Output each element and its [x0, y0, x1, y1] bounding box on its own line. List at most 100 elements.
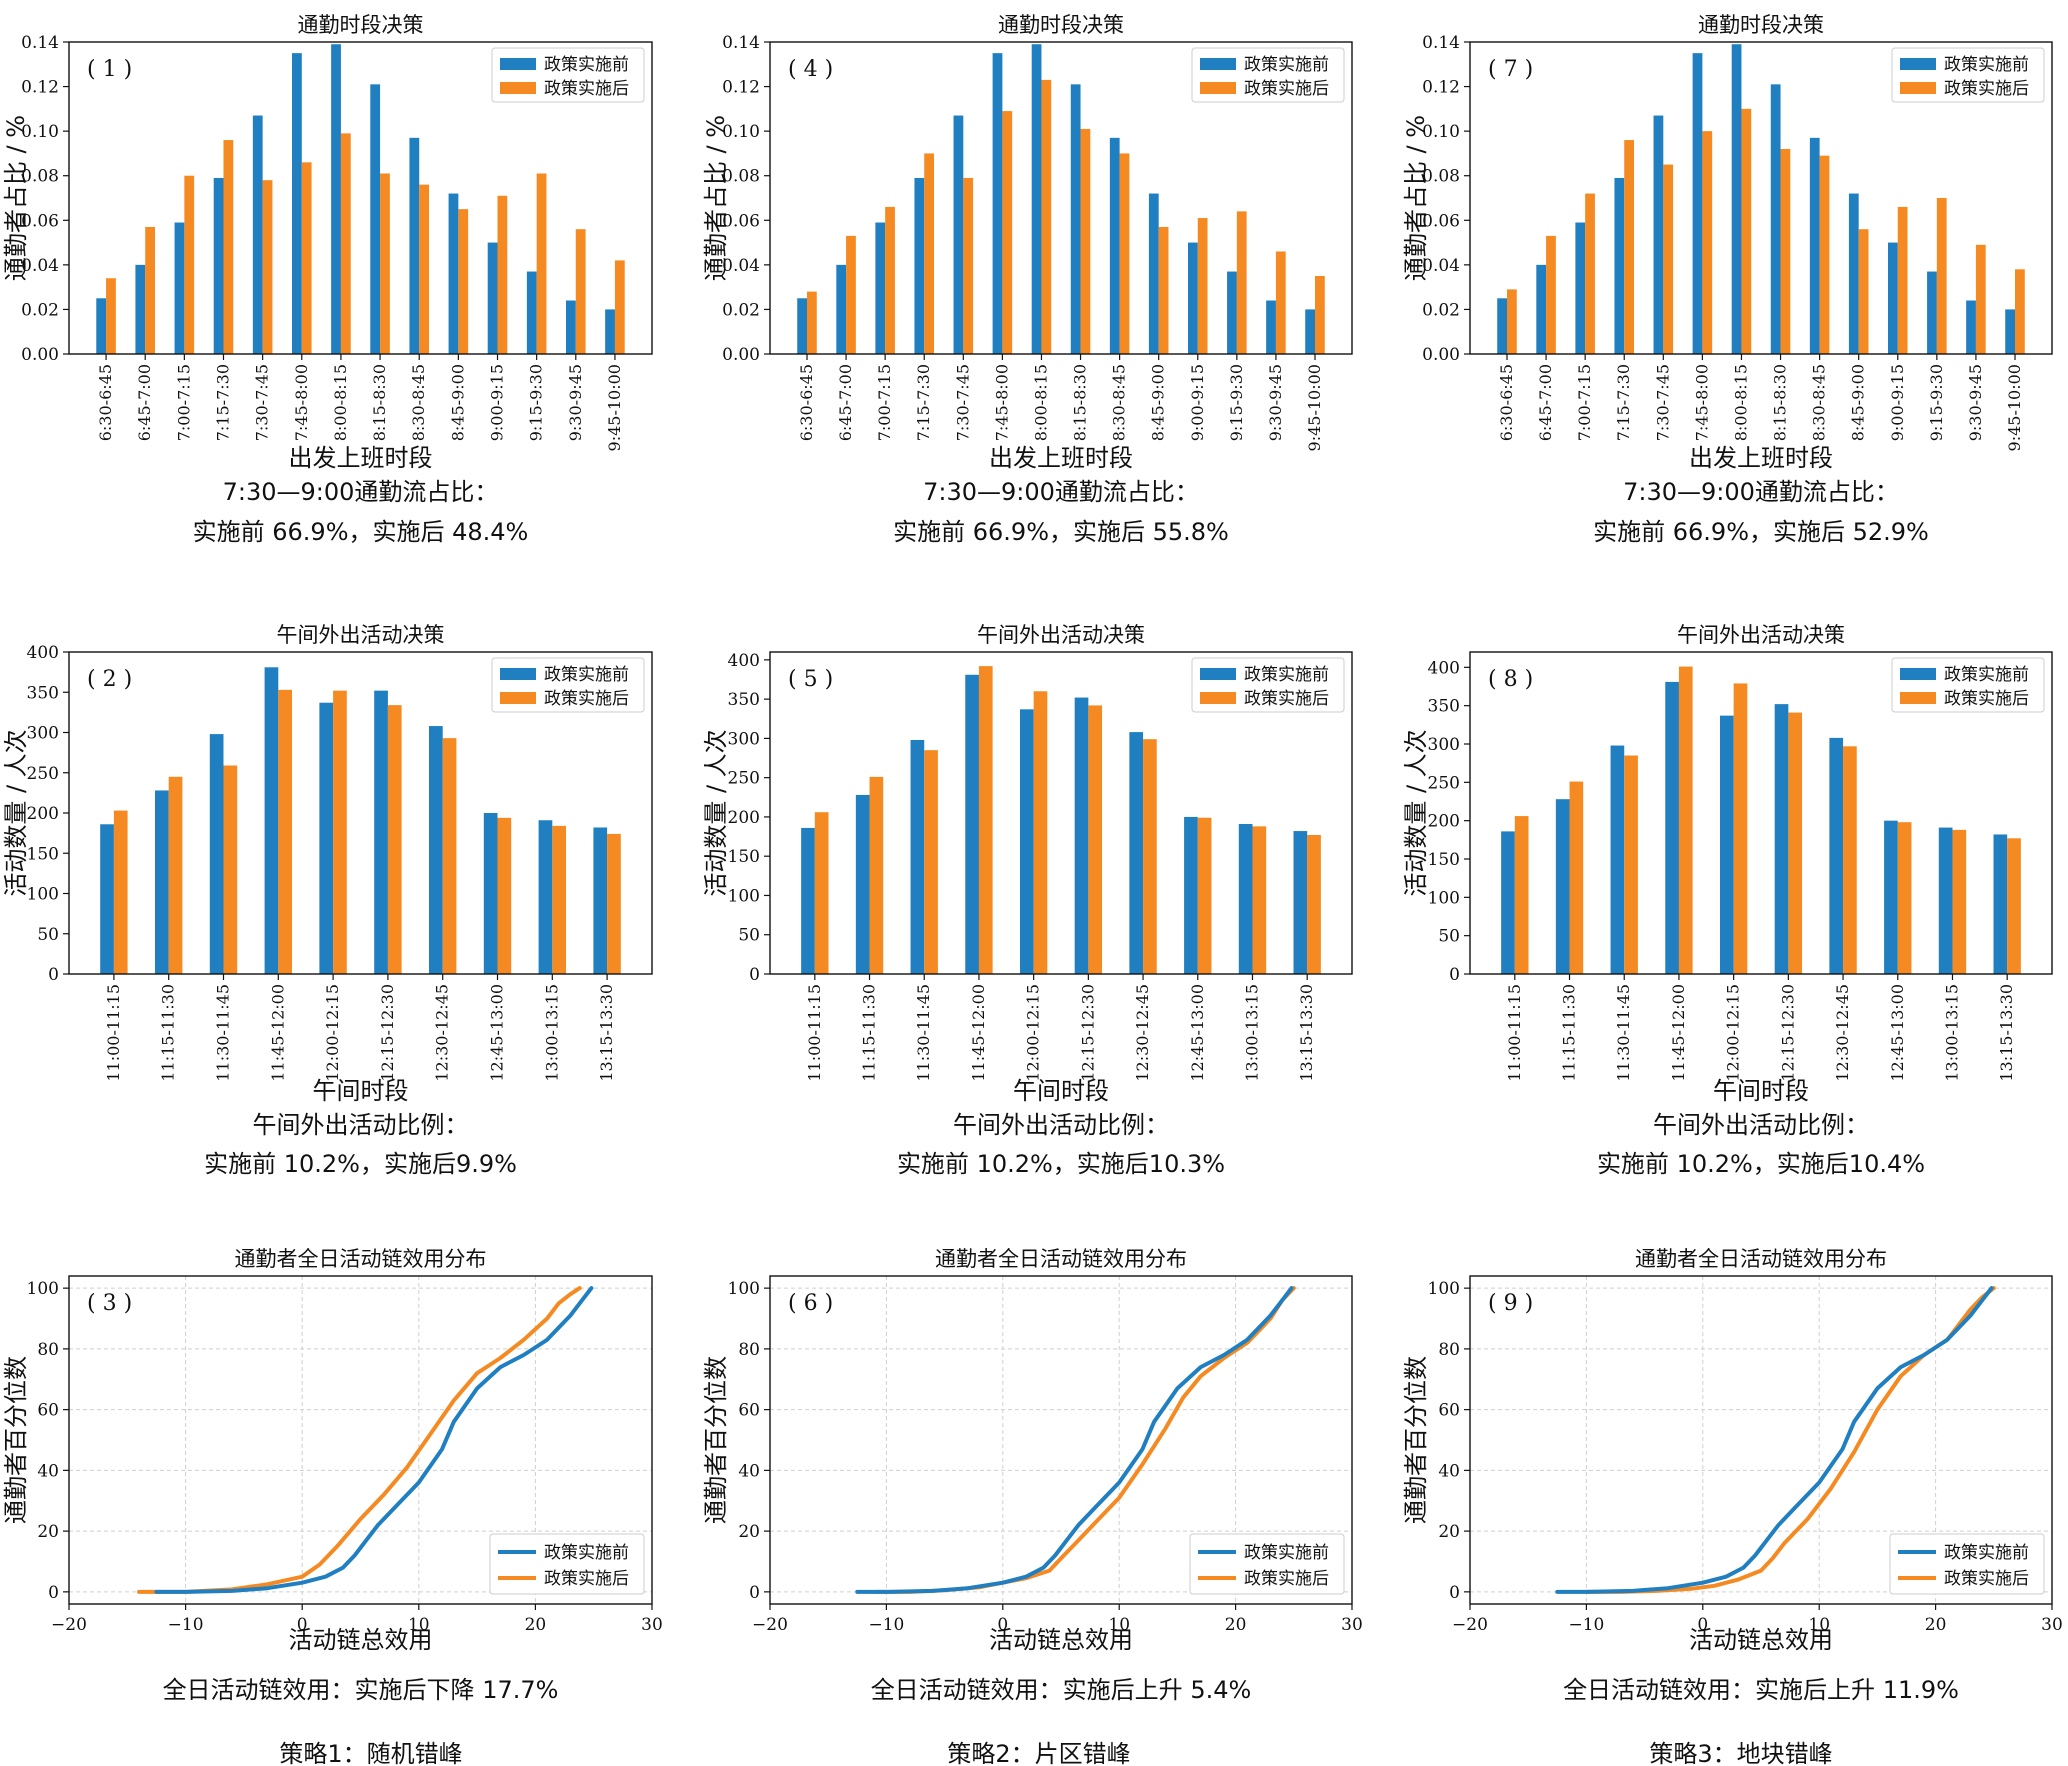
x-tick-label: 0 [297, 1615, 308, 1635]
x-tick-label: 0 [1697, 1615, 1708, 1635]
bar-after [1678, 666, 1693, 974]
x-tick-label: −10 [168, 1615, 204, 1635]
bar-after [1197, 817, 1212, 974]
chart-panel-p4: 通勤时段决策 0.00 0.02 0.04 0.06 0.08 0.10 0.12 0.14 6:… [702, 13, 1353, 546]
y-tick-label: 20 [37, 1522, 59, 1542]
bar-after [340, 133, 351, 354]
y-tick-label: 0 [749, 1583, 760, 1603]
y-tick-label: 0.02 [21, 300, 59, 320]
legend-label: 政策实施前 [1944, 55, 2029, 75]
plot-frame [769, 41, 1353, 355]
x-tick-label: 12:30-12:45 [1833, 984, 1852, 1082]
x-axis-label: 出发上班时段 [289, 444, 433, 472]
caption-line: 全日活动链效用：实施后下降 17.7% [163, 1676, 559, 1704]
x-axis-label: 出发上班时段 [989, 444, 1133, 472]
caption-line: 实施前 10.2%，实施后10.4% [1597, 1150, 1925, 1178]
y-tick-label: 200 [1428, 812, 1460, 832]
bar-after [1307, 834, 1321, 974]
bar-before [100, 824, 114, 974]
legend-label: 政策实施前 [544, 55, 629, 75]
x-tick-label: 11:00-11:15 [1505, 984, 1524, 1082]
y-axis-label: 通勤者百分位数 [702, 1356, 730, 1524]
bar-after [1843, 746, 1857, 974]
bar-after [1624, 140, 1634, 354]
bar-after [1197, 218, 1208, 354]
legend-swatch [1200, 58, 1236, 70]
x-tick-label: 8:15-8:30 [1071, 364, 1090, 441]
bar-after [1252, 826, 1267, 974]
y-tick-label: 0.08 [722, 167, 760, 187]
bar-after [1952, 829, 1967, 974]
x-tick-label: 6:30-6:45 [96, 364, 115, 441]
x-tick-label: 10 [1108, 1615, 1130, 1635]
caption-line: 实施前 66.9%，实施后 55.8% [893, 518, 1229, 546]
caption-line: 实施前 66.9%，实施后 48.4% [193, 518, 529, 546]
y-tick-label: 100 [1428, 1279, 1460, 1299]
chart-panel-p7: 通勤时段决策 0.00 0.02 0.04 0.06 0.08 0.10 0.12 0.14 6:… [1402, 13, 2053, 546]
y-tick-label: 300 [1428, 735, 1460, 755]
bar-before [374, 690, 388, 974]
series-line-before [154, 1286, 594, 1594]
bar-after [924, 153, 934, 354]
caption-line: 实施前 10.2%，实施后10.3% [897, 1150, 1225, 1178]
bar-after [1733, 683, 1748, 974]
x-tick-label: 9:45-10:00 [1305, 364, 1324, 451]
y-tick-label: 60 [37, 1401, 59, 1421]
legend-label: 政策实施后 [1244, 79, 1329, 99]
strategy-label-2: 策略2：片区错峰 [947, 1740, 1130, 1766]
bar-before [1184, 816, 1198, 974]
y-tick-label: 0.00 [722, 345, 760, 365]
x-tick-label: 9:30-9:45 [1266, 364, 1285, 441]
x-tick-label: 9:00-9:15 [1888, 364, 1907, 441]
x-tick-label: 8:45-9:00 [1149, 364, 1168, 441]
bar-after [885, 206, 895, 354]
legend-swatch [500, 668, 536, 680]
x-tick-label: 12:45-13:00 [1888, 984, 1907, 1082]
bar-before [1575, 222, 1586, 354]
bar-before [910, 739, 925, 974]
bar-before [174, 222, 185, 354]
bar-before [1888, 242, 1898, 354]
bar-after [1033, 691, 1048, 974]
x-tick-label: 12:00-12:15 [1724, 984, 1743, 1082]
y-tick-label: 0.08 [1422, 167, 1460, 187]
x-tick-label: 9:15-9:30 [1227, 364, 1246, 441]
x-tick-label: 30 [1341, 1615, 1363, 1635]
bar-after [536, 173, 547, 354]
chart-panel-p1: 通勤时段决策 0.00 0.02 0.04 0.06 0.08 0.10 0.12 0.14 6:… [2, 13, 653, 546]
legend-swatch [1200, 692, 1236, 704]
x-tick-label: 11:45-12:00 [268, 984, 287, 1082]
bar-before [1809, 137, 1820, 354]
bar-after [458, 209, 469, 354]
y-tick-label: 0 [1449, 1583, 1460, 1603]
y-tick-label: 250 [728, 769, 760, 789]
x-tick-label: 12:30-12:45 [433, 984, 452, 1082]
chart-title: 午间外出活动决策 [1677, 623, 1845, 647]
chart-title: 午间外出活动决策 [277, 623, 445, 647]
bar-before [1501, 831, 1515, 974]
legend-label: 政策实施前 [1244, 665, 1329, 685]
bar-after [552, 825, 567, 974]
bar-after [978, 666, 993, 974]
bar-after [145, 226, 155, 354]
x-axis-label: 活动链总效用 [289, 1626, 433, 1654]
caption-line: 7:30—9:00通勤流占比： [223, 478, 499, 506]
y-axis-label: 活动数量 / 人次 [2, 729, 30, 896]
x-tick-label: 13:15-13:30 [1997, 984, 2016, 1082]
chart-title: 通勤者全日活动链效用分布 [235, 1247, 487, 1271]
bar-after [1275, 251, 1286, 354]
x-tick-label: 30 [641, 1615, 663, 1635]
legend-label: 政策实施前 [1944, 1543, 2029, 1563]
x-tick-label: 6:30-6:45 [797, 364, 816, 441]
bar-after [387, 705, 402, 974]
bar-after [2015, 269, 2025, 354]
bar-after [814, 812, 829, 974]
bar-before [1074, 697, 1089, 974]
caption-line: 午间外出活动比例： [1653, 1111, 1869, 1139]
y-tick-label: 400 [728, 651, 760, 671]
bar-after [1119, 153, 1130, 354]
bar-before [1536, 264, 1547, 354]
legend-label: 政策实施后 [1944, 79, 2029, 99]
y-tick-label: 0.02 [722, 300, 760, 320]
bar-after [1780, 148, 1791, 354]
